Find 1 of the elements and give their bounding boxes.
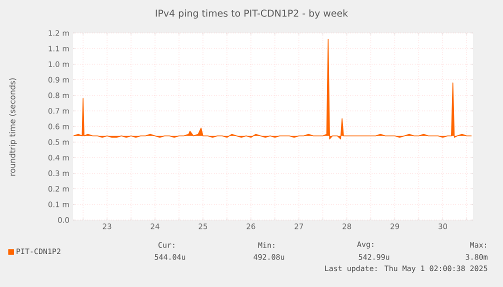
chart-title: IPv4 ping times to PIT-CDN1P2 - by week (156, 9, 348, 19)
